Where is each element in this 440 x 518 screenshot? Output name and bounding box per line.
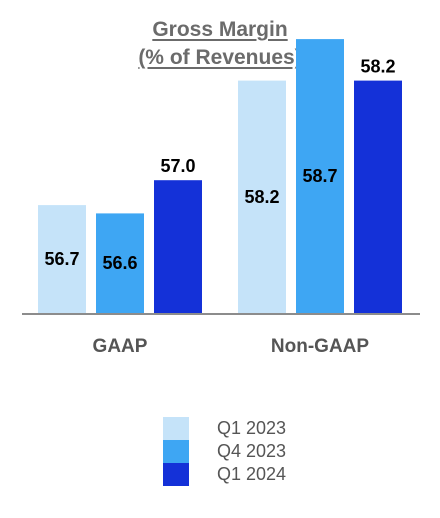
chart-title: Gross Margin — [152, 18, 288, 41]
legend-label: Q1 2024 — [217, 464, 287, 484]
legend-swatch — [163, 440, 189, 463]
bar-non-gaap-q4-2023 — [296, 39, 344, 313]
data-label-gaap-q1-2024: 57.0 — [160, 156, 195, 176]
legend-item: Q1 2023 — [163, 417, 286, 440]
data-label-gaap-q4-2023: 56.6 — [102, 253, 137, 273]
legend-label: Q4 2023 — [217, 441, 287, 461]
legend-item: Q4 2023 — [163, 440, 286, 463]
legend-swatch — [163, 463, 189, 486]
bar-gaap-q4-2023 — [96, 213, 144, 313]
chart-subtitle: (% of Revenues) — [138, 46, 302, 69]
bar-non-gaap-q1-2024 — [354, 80, 402, 313]
legend-label: Q1 2023 — [217, 418, 287, 438]
chart-legend: Q1 2023 Q4 2023 Q1 2024 — [163, 417, 286, 486]
data-label-gaap-q1-2023: 56.7 — [44, 249, 79, 269]
legend-swatch — [163, 417, 189, 440]
category-label-gaap: GAAP — [93, 336, 148, 357]
category-label-non-gaap: Non-GAAP — [271, 336, 369, 357]
bar-non-gaap-q1-2023 — [238, 80, 286, 313]
bar-chart: 56.7 56.6 57.0 GAAP 58.2 58.7 58.2 Non-GAAP — [22, 39, 420, 357]
data-label-non-gaap-q4-2023: 58.7 — [302, 166, 337, 186]
bar-gaap-q1-2024 — [154, 180, 202, 313]
legend-item: Q1 2024 — [163, 463, 286, 486]
data-label-non-gaap-q1-2023: 58.2 — [244, 187, 279, 207]
bar-gaap-q1-2023 — [38, 205, 86, 313]
data-label-non-gaap-q1-2024: 58.2 — [360, 57, 395, 77]
